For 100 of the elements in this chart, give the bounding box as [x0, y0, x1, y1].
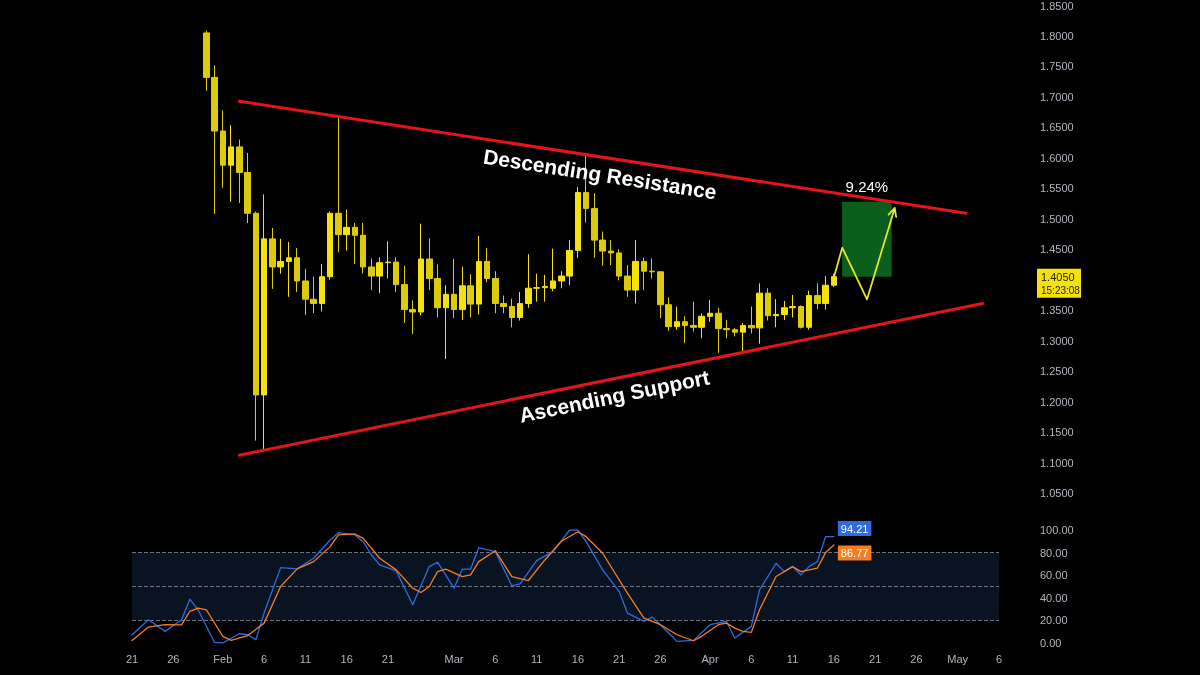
- x-tick-label: 11: [786, 652, 799, 665]
- candlestick: [806, 290, 812, 331]
- candlestick: [319, 263, 325, 312]
- candlestick: [509, 298, 515, 328]
- text: 1.4050: [1041, 270, 1075, 283]
- y-tick-label: 1.5000: [1040, 212, 1074, 225]
- y-tick-label: 1.3500: [1040, 304, 1074, 317]
- candlestick: [690, 301, 697, 333]
- x-tick-label: Feb: [213, 652, 233, 665]
- x-tick-label: Mar: [444, 652, 464, 665]
- candlestick: [459, 266, 466, 321]
- candlestick: [294, 247, 300, 293]
- candlestick: [698, 312, 705, 339]
- candlestick: [368, 257, 375, 291]
- data-label: 86.77: [840, 546, 869, 559]
- candlestick: [220, 109, 226, 189]
- candlestick: [550, 248, 556, 292]
- candlestick: [674, 306, 680, 331]
- x-tick-label: Apr: [701, 652, 719, 665]
- candlestick: [773, 298, 779, 328]
- candlestick: [327, 210, 333, 281]
- y-tick-label: 1.8500: [1040, 0, 1074, 12]
- candlestick: [632, 239, 639, 304]
- candlestick: [376, 256, 383, 294]
- candlestick: [542, 274, 548, 303]
- x-tick-label: 21: [125, 652, 139, 665]
- candlestick: [822, 275, 829, 311]
- y-tick-label: 100.00: [1040, 524, 1074, 536]
- y-tick-label: 1.7000: [1040, 90, 1074, 103]
- y-tick-label: 40.00: [1040, 591, 1068, 604]
- y-tick-label: 1.3000: [1040, 334, 1074, 347]
- candlestick: [228, 124, 234, 203]
- x-tick-label: 6: [748, 652, 755, 665]
- candlestick: [335, 115, 342, 253]
- candlestick: [732, 327, 738, 337]
- candlestick: [418, 223, 424, 316]
- x-tick-label: 16: [827, 652, 840, 665]
- x-tick-label: May: [947, 652, 969, 665]
- y-tick-label: 1.5500: [1040, 182, 1074, 195]
- candlestick: [740, 322, 746, 354]
- y-tick-label: 1.6000: [1040, 151, 1074, 164]
- y-tick-label: 1.7500: [1040, 60, 1074, 73]
- candlestick: [277, 238, 284, 275]
- y-tick-label: 1.8000: [1040, 29, 1074, 42]
- y-tick-label: 20.00: [1040, 614, 1068, 627]
- candlestick: [641, 257, 647, 291]
- y-tick-label: 80.00: [1040, 546, 1068, 559]
- candlestick: [814, 282, 821, 310]
- text: 15:23:08: [1041, 285, 1081, 297]
- candlestick: [649, 257, 655, 279]
- candlestick: [352, 222, 358, 265]
- candlestick: [748, 306, 755, 334]
- y-tick-label: 1.0500: [1040, 487, 1074, 499]
- candlestick: [467, 273, 474, 318]
- candlestick: [765, 287, 771, 322]
- x-tick-label: 11: [299, 652, 312, 665]
- candlestick: [575, 186, 581, 259]
- x-tick-label: 21: [381, 652, 395, 665]
- candlestick: [831, 273, 837, 288]
- x-tick-label: 6: [261, 652, 268, 665]
- candlestick: [682, 315, 688, 344]
- candlestick: [360, 222, 366, 275]
- candlestick: [253, 210, 259, 442]
- text: Ascending Support: [517, 365, 712, 427]
- y-tick-label: 1.1000: [1040, 456, 1074, 469]
- candlestick: [517, 291, 523, 322]
- data-label: 94.21: [840, 522, 869, 535]
- candlestick: [798, 304, 804, 329]
- band-label: 9.24%: [845, 177, 889, 195]
- x-tick-label: 21: [613, 652, 626, 665]
- candlestick: [484, 247, 490, 283]
- candlestick: [393, 256, 399, 293]
- candlestick: [451, 258, 457, 319]
- x-tick-label: 26: [167, 652, 180, 665]
- candlestick: [616, 248, 622, 281]
- x-tick-label: 26: [654, 652, 667, 665]
- x-tick-label: 26: [910, 652, 923, 665]
- candlestick: [707, 299, 713, 323]
- candlestick: [756, 282, 763, 345]
- y-tick-label: 1.2500: [1040, 365, 1074, 378]
- y-tick-label: 0.00: [1040, 637, 1062, 649]
- x-tick-label: 21: [869, 652, 882, 665]
- candlestick: [476, 235, 482, 315]
- y-tick-label: 1.6500: [1040, 121, 1074, 134]
- candlestick: [269, 227, 276, 290]
- y-tick-label: 1.1500: [1040, 426, 1074, 439]
- candlestick: [261, 193, 267, 452]
- candlestick: [443, 284, 449, 360]
- x-tick-label: 11: [530, 652, 543, 665]
- y-tick-label: 1.4500: [1040, 243, 1074, 256]
- y-tick-label: 1.2000: [1040, 395, 1074, 408]
- candlestick: [624, 264, 631, 298]
- candlestick: [385, 240, 391, 279]
- candlestick: [608, 239, 614, 266]
- x-tick-label: 16: [340, 652, 353, 665]
- x-tick-label: 6: [492, 652, 499, 665]
- x-tick-label: 6: [995, 652, 1003, 665]
- candlestick: [343, 209, 350, 251]
- y-tick-label: 60.00: [1040, 569, 1068, 582]
- candlestick: [286, 241, 292, 298]
